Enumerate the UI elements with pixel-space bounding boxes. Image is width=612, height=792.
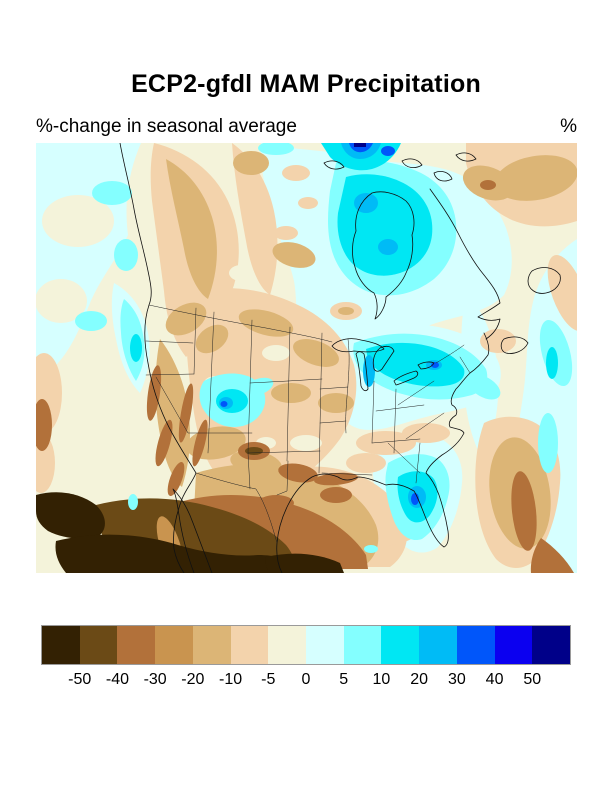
state-borders-layer [145,304,471,544]
colorbar-segment [42,626,80,664]
colorbar-segment [79,626,118,664]
colorbar-tick-label: -10 [219,671,243,688]
colorbar-tick-label: -30 [143,671,167,688]
map-area [36,143,577,573]
colorbar-segment [268,626,307,664]
colorbar-tick-label: -20 [181,671,205,688]
colorbar-labels: -50 -40 -30 -20 -10 -5 0 5 10 20 30 40 50 [42,671,570,693]
colorbar-tick-label: 5 [339,671,349,688]
coastline-layer [119,143,561,573]
colorbar [41,625,571,665]
colorbar-tick-label: 0 [301,671,311,688]
precipitation-map [36,143,577,573]
unit-label: % [560,116,577,137]
colorbar-tick-label: 50 [523,671,542,688]
colorbar-segment [230,626,269,664]
colorbar-segment [155,626,193,664]
colorbar-tick-label: -5 [261,671,276,688]
subtitle-row: %-change in seasonal average % [36,116,577,138]
map-dry-anomaly-layer [36,143,577,573]
colorbar-segment [343,626,382,664]
lakes-layer [331,338,435,392]
map-wet-anomaly-layer [111,143,573,553]
colorbar-tick-label: 40 [485,671,504,688]
colorbar-tick-label: -50 [68,671,92,688]
colorbar-segment [381,626,420,664]
colorbar-segment [117,626,156,664]
colorbar-tick-label: -40 [105,671,129,688]
colorbar-segment [419,626,457,664]
colorbar-tick-label: 30 [447,671,466,688]
colorbar-segment [494,626,533,664]
colorbar-segment [192,626,231,664]
colorbar-segment [532,626,571,664]
figure-subtitle: %-change in seasonal average [36,116,297,137]
colorbar-segment [306,626,344,664]
figure-title: ECP2-gfdl MAM Precipitation [131,70,481,98]
colorbar-segment [456,626,495,664]
colorbar-tick-label: 20 [410,671,429,688]
colorbar-tick-label: 10 [372,671,391,688]
